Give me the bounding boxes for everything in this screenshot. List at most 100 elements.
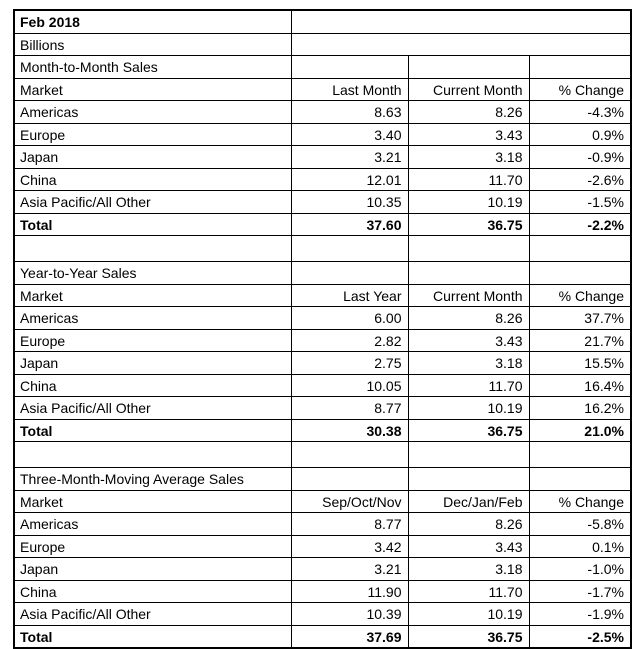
value-cell: 11.70 — [407, 579, 530, 603]
value-cell: 3.21 — [290, 145, 409, 169]
total-value-cell: 30.38 — [290, 418, 409, 442]
column-header-pct-change: % Change — [528, 283, 632, 307]
market-data-row: Americas 8.77 8.26 -5.8% — [13, 512, 632, 536]
units-row: Billions — [13, 32, 632, 56]
value-cell: 2.75 — [290, 351, 409, 375]
section-title-row: Year-to-Year Sales — [13, 261, 632, 285]
value-cell: 3.43 — [407, 534, 530, 558]
value-cell: 8.26 — [407, 512, 530, 536]
total-row: Total 37.60 36.75 -2.2% — [13, 212, 632, 236]
empty-cell — [290, 261, 409, 285]
market-name-cell: Japan — [13, 557, 292, 581]
column-header-pct-change: % Change — [528, 77, 632, 101]
column-header-market: Market — [13, 489, 292, 513]
empty-cell — [290, 467, 409, 491]
section-title: Three-Month-Moving Average Sales — [13, 467, 292, 491]
market-data-row: China 10.05 11.70 16.4% — [13, 373, 632, 397]
pct-change-cell: -5.8% — [528, 512, 632, 536]
empty-cell — [528, 467, 632, 491]
market-data-row: Japan 2.75 3.18 15.5% — [13, 351, 632, 375]
market-name-cell: Europe — [13, 328, 292, 352]
total-pct-change-cell: 21.0% — [528, 418, 632, 442]
pct-change-cell: 16.4% — [528, 373, 632, 397]
empty-cell — [407, 441, 530, 468]
empty-cell — [13, 235, 292, 262]
value-cell: 10.05 — [290, 373, 409, 397]
value-cell: 3.42 — [290, 534, 409, 558]
column-header-period-1: Sep/Oct/Nov — [290, 489, 409, 513]
market-data-row: Europe 3.42 3.43 0.1% — [13, 534, 632, 558]
value-cell: 3.18 — [407, 145, 530, 169]
value-cell: 8.77 — [290, 396, 409, 420]
total-row: Total 30.38 36.75 21.0% — [13, 418, 632, 442]
pct-change-cell: 0.9% — [528, 122, 632, 146]
report-title-row: Feb 2018 — [13, 9, 632, 34]
value-cell: 11.90 — [290, 579, 409, 603]
value-cell: 10.19 — [407, 602, 530, 626]
market-data-row: Asia Pacific/All Other 8.77 10.19 16.2% — [13, 396, 632, 420]
empty-cell — [13, 441, 292, 468]
market-name-cell: Europe — [13, 534, 292, 558]
units-label: Billions — [13, 32, 292, 56]
empty-cell — [290, 235, 409, 262]
value-cell: 3.43 — [407, 328, 530, 352]
total-pct-change-cell: -2.5% — [528, 624, 632, 649]
pct-change-cell: -2.6% — [528, 167, 632, 191]
empty-cell — [528, 235, 632, 262]
pct-change-cell: -1.7% — [528, 579, 632, 603]
market-data-row: Europe 3.40 3.43 0.9% — [13, 122, 632, 146]
market-data-row: Europe 2.82 3.43 21.7% — [13, 328, 632, 352]
total-label: Total — [13, 418, 292, 442]
column-header-pct-change: % Change — [528, 489, 632, 513]
report-title: Feb 2018 — [13, 9, 292, 34]
pct-change-cell: 15.5% — [528, 351, 632, 375]
column-header-row: Market Last Month Current Month% Change — [13, 77, 632, 101]
market-name-cell: Asia Pacific/All Other — [13, 190, 292, 214]
value-cell: 10.39 — [290, 602, 409, 626]
column-header-period-1: Last Year — [290, 283, 409, 307]
value-cell: 3.43 — [407, 122, 530, 146]
market-data-row: Americas 6.00 8.26 37.7% — [13, 306, 632, 330]
total-value-cell: 36.75 — [407, 624, 530, 649]
empty-cell — [407, 261, 530, 285]
value-cell: 8.63 — [290, 100, 409, 124]
column-header-row: Market Sep/Oct/Nov Dec/Jan/Feb% Change — [13, 489, 632, 513]
market-data-row: China 11.90 11.70 -1.7% — [13, 579, 632, 603]
column-header-period-2: Dec/Jan/Feb — [407, 489, 530, 513]
market-data-row: Japan 3.21 3.18 -0.9% — [13, 145, 632, 169]
empty-cell — [528, 55, 632, 79]
value-cell: 2.82 — [290, 328, 409, 352]
pct-change-cell: -1.0% — [528, 557, 632, 581]
section-spacer-row — [13, 441, 632, 468]
pct-change-cell: -1.9% — [528, 602, 632, 626]
market-name-cell: Americas — [13, 512, 292, 536]
market-name-cell: Asia Pacific/All Other — [13, 396, 292, 420]
pct-change-cell: 37.7% — [528, 306, 632, 330]
sales-report: Feb 2018 Billions Month-to-Month Sales Mark… — [13, 9, 632, 649]
market-data-row: Asia Pacific/All Other 10.35 10.19 -1.5% — [13, 190, 632, 214]
market-name-cell: China — [13, 373, 292, 397]
market-name-cell: Asia Pacific/All Other — [13, 602, 292, 626]
column-header-period-2: Current Month — [407, 283, 530, 307]
value-cell: 8.26 — [407, 306, 530, 330]
empty-cell — [407, 55, 530, 79]
total-value-cell: 37.69 — [290, 624, 409, 649]
value-cell: 10.35 — [290, 190, 409, 214]
pct-change-cell: 21.7% — [528, 328, 632, 352]
column-header-market: Market — [13, 77, 292, 101]
market-data-row: Asia Pacific/All Other 10.39 10.19 -1.9% — [13, 602, 632, 626]
pct-change-cell: 16.2% — [528, 396, 632, 420]
empty-cell — [290, 9, 632, 34]
empty-cell — [528, 441, 632, 468]
value-cell: 10.19 — [407, 190, 530, 214]
total-value-cell: 37.60 — [290, 212, 409, 236]
total-label: Total — [13, 624, 292, 649]
value-cell: 3.40 — [290, 122, 409, 146]
section-title: Month-to-Month Sales — [13, 55, 292, 79]
section-title-row: Three-Month-Moving Average Sales — [13, 467, 632, 491]
value-cell: 3.21 — [290, 557, 409, 581]
empty-cell — [290, 441, 409, 468]
value-cell: 10.19 — [407, 396, 530, 420]
market-name-cell: Europe — [13, 122, 292, 146]
market-name-cell: Japan — [13, 351, 292, 375]
